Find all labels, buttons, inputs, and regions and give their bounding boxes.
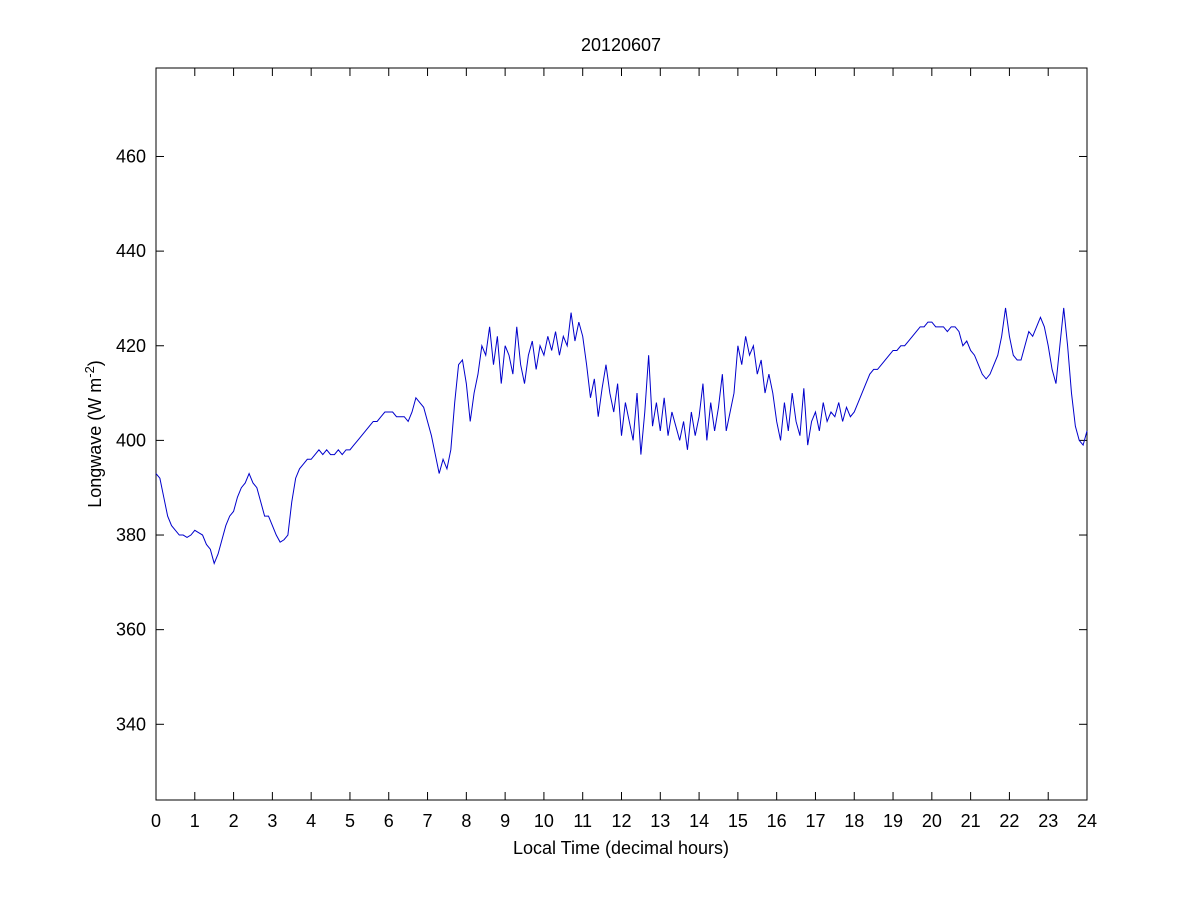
y-axis-label-close: ) — [85, 360, 105, 366]
y-axis-label: Longwave (W m-2) — [82, 360, 105, 508]
y-tick-label: 400 — [116, 430, 146, 450]
x-tick-label: 23 — [1038, 811, 1058, 831]
y-tick-label: 360 — [116, 620, 146, 640]
x-tick-label: 6 — [384, 811, 394, 831]
x-tick-label: 20 — [922, 811, 942, 831]
x-tick-label: 11 — [573, 811, 592, 831]
y-tick-label: 340 — [116, 714, 146, 734]
x-tick-label: 10 — [534, 811, 554, 831]
y-tick-label: 380 — [116, 525, 146, 545]
x-tick-label: 15 — [728, 811, 748, 831]
x-tick-label: 1 — [190, 811, 200, 831]
x-tick-label: 7 — [423, 811, 433, 831]
x-tick-label: 3 — [267, 811, 277, 831]
x-tick-label: 21 — [961, 811, 981, 831]
y-axis-label-text: Longwave (W m — [85, 378, 105, 508]
x-tick-label: 14 — [689, 811, 709, 831]
x-tick-label: 4 — [306, 811, 316, 831]
x-tick-label: 8 — [461, 811, 471, 831]
x-tick-label: 22 — [999, 811, 1019, 831]
chart-title: 20120607 — [581, 35, 661, 55]
y-tick-label: 460 — [116, 146, 146, 166]
x-tick-label: 9 — [500, 811, 510, 831]
y-tick-label: 440 — [116, 241, 146, 261]
x-tick-label: 24 — [1077, 811, 1097, 831]
x-tick-label: 16 — [767, 811, 787, 831]
x-tick-label: 17 — [805, 811, 825, 831]
x-axis-label: Local Time (decimal hours) — [513, 838, 729, 858]
x-tick-label: 19 — [883, 811, 903, 831]
x-tick-label: 18 — [844, 811, 864, 831]
y-axis-label-exponent: -2 — [82, 366, 97, 378]
x-tick-label: 2 — [229, 811, 239, 831]
x-tick-label: 0 — [151, 811, 161, 831]
x-tick-label: 12 — [611, 811, 631, 831]
y-tick-label: 420 — [116, 336, 146, 356]
x-tick-label: 5 — [345, 811, 355, 831]
data-line — [155, 307, 1088, 565]
x-tick-label: 13 — [650, 811, 670, 831]
